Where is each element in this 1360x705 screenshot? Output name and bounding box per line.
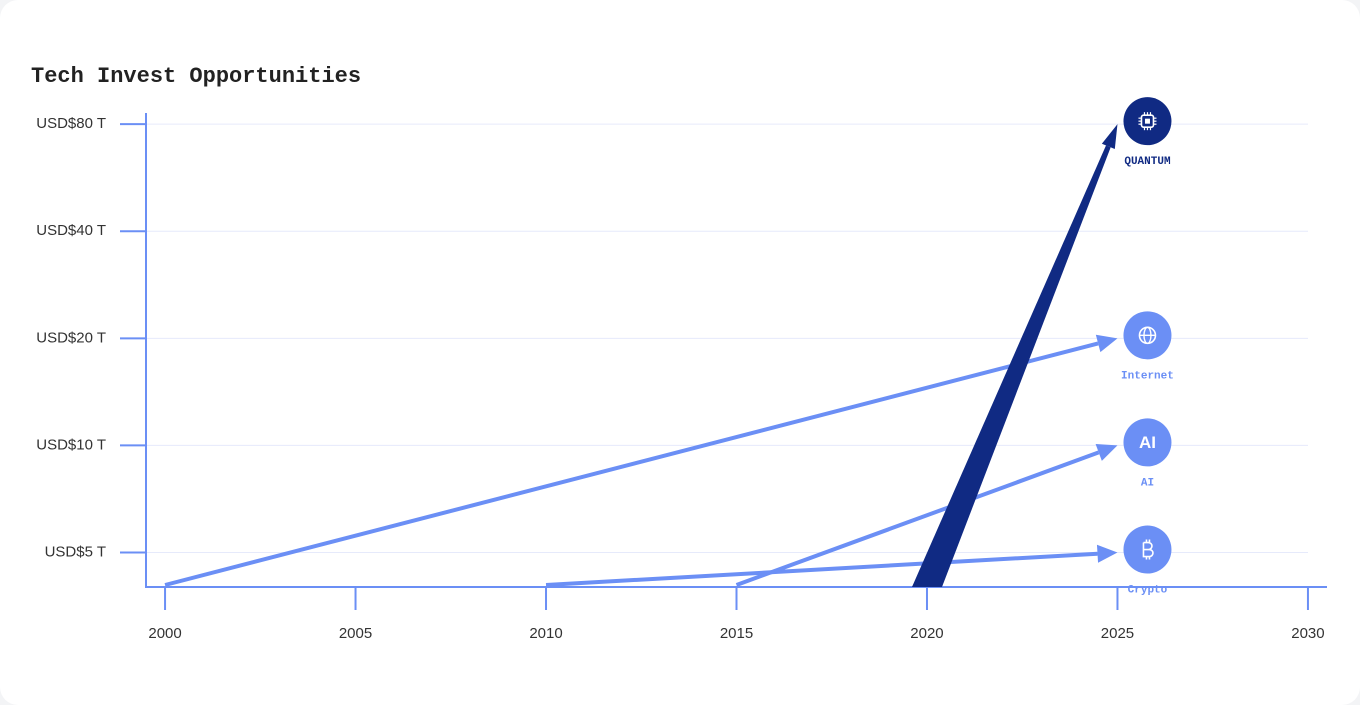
arrow-head <box>1096 544 1118 563</box>
arrow-body <box>735 450 1100 587</box>
x-tick-label: 2030 <box>1291 625 1324 642</box>
arrow-head <box>1095 334 1118 353</box>
badge-text: AI <box>1139 433 1156 452</box>
icon-part <box>1142 539 1154 560</box>
arrow-body <box>911 145 1111 587</box>
arrow-head <box>1095 443 1118 461</box>
y-tick-label: USD$10 T <box>36 436 106 453</box>
icon-part <box>1144 118 1150 124</box>
y-tick-label: USD$80 T <box>36 115 106 132</box>
arrow-body <box>164 341 1099 587</box>
arrow-head <box>1101 124 1118 150</box>
x-tick-label: 2000 <box>148 625 181 642</box>
series-label: Internet <box>1121 370 1174 382</box>
x-tick-label: 2025 <box>1101 625 1134 642</box>
arrow-body <box>545 551 1098 587</box>
series-label: QUANTUM <box>1124 156 1171 168</box>
y-tick-label: USD$40 T <box>36 222 106 239</box>
x-tick-label: 2010 <box>529 625 562 642</box>
x-tick-label: 2020 <box>910 625 943 642</box>
chart-title: Tech Invest Opportunities <box>31 64 361 89</box>
y-tick-label: USD$5 T <box>45 543 106 560</box>
x-tick-label: 2005 <box>339 625 372 642</box>
x-tick-label: 2015 <box>720 625 753 642</box>
series-label: Crypto <box>1128 584 1168 596</box>
icon-badge <box>1123 418 1172 467</box>
series-label: AI <box>1141 477 1154 489</box>
y-tick-label: USD$20 T <box>36 329 106 346</box>
